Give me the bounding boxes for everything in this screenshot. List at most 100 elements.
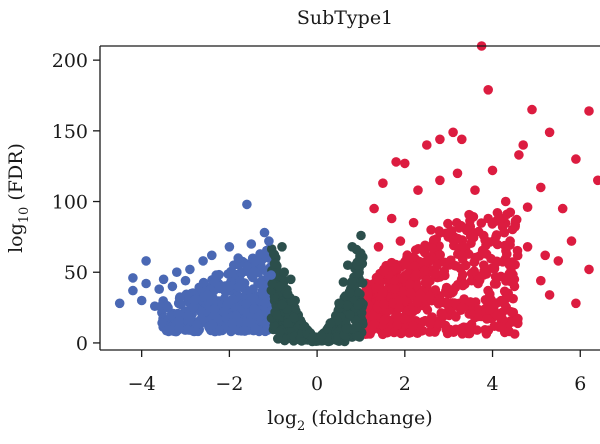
point-upregulated xyxy=(391,157,401,167)
point-downregulated xyxy=(207,250,217,261)
point-not-significant xyxy=(316,331,327,341)
point-upregulated xyxy=(434,226,445,236)
point-upregulated xyxy=(465,308,476,319)
point-downregulated xyxy=(167,281,178,292)
point-downregulated xyxy=(174,323,184,334)
point-upregulated xyxy=(522,202,533,212)
point-upregulated xyxy=(482,314,492,324)
point-upregulated xyxy=(456,220,466,231)
point-downregulated xyxy=(207,319,218,330)
point-upregulated xyxy=(368,310,378,321)
point-downregulated xyxy=(231,310,241,321)
point-upregulated xyxy=(506,307,516,317)
point-upregulated xyxy=(505,207,516,218)
point-upregulated xyxy=(408,217,419,228)
point-downregulated xyxy=(172,267,182,278)
point-upregulated xyxy=(405,288,416,298)
point-upregulated xyxy=(483,325,494,336)
point-not-significant xyxy=(351,244,362,255)
point-not-significant xyxy=(286,274,296,285)
x-tick-label: 0 xyxy=(311,373,323,395)
point-upregulated xyxy=(395,236,406,246)
point-downregulated xyxy=(176,299,186,310)
point-downregulated xyxy=(136,295,147,306)
point-not-significant xyxy=(274,327,285,337)
point-upregulated xyxy=(405,279,415,290)
point-upregulated xyxy=(470,185,480,195)
point-upregulated xyxy=(457,270,468,280)
point-upregulated xyxy=(422,275,432,285)
point-downregulated xyxy=(255,249,265,259)
point-upregulated xyxy=(457,134,467,145)
point-downregulated xyxy=(225,281,235,292)
y-axis-title-prefix: log xyxy=(5,223,27,253)
point-upregulated xyxy=(514,150,524,160)
point-upregulated xyxy=(417,244,428,255)
point-upregulated xyxy=(461,260,471,271)
point-upregulated xyxy=(409,261,420,271)
point-downregulated xyxy=(245,317,256,328)
point-downregulated xyxy=(180,275,191,286)
point-upregulated xyxy=(490,271,501,282)
point-upregulated xyxy=(435,250,446,260)
point-upregulated xyxy=(479,260,489,271)
x-tick-label: 6 xyxy=(574,373,586,395)
point-upregulated xyxy=(415,289,425,300)
point-upregulated xyxy=(448,127,458,138)
point-upregulated xyxy=(436,308,447,318)
point-upregulated xyxy=(512,245,523,256)
point-not-significant xyxy=(274,281,285,292)
y-tick-label: 0 xyxy=(76,333,88,355)
point-upregulated xyxy=(389,327,399,338)
point-upregulated xyxy=(427,312,438,322)
point-upregulated xyxy=(369,203,379,214)
y-axis-title: log10 (FDR) xyxy=(5,143,32,253)
point-upregulated xyxy=(504,326,514,337)
point-upregulated xyxy=(505,236,515,246)
point-upregulated xyxy=(399,314,410,324)
point-upregulated xyxy=(443,227,454,238)
point-downregulated xyxy=(238,325,249,336)
chart-title: SubType1 xyxy=(297,7,393,29)
point-not-significant xyxy=(325,318,336,328)
point-upregulated xyxy=(408,321,418,331)
point-downregulated xyxy=(202,290,213,300)
point-not-significant xyxy=(299,321,309,331)
point-upregulated xyxy=(496,322,507,332)
x-axis-ticks: −4 −2 0 2 4 6 xyxy=(128,350,586,395)
point-upregulated xyxy=(456,302,467,313)
point-not-significant xyxy=(343,260,353,271)
point-upregulated xyxy=(457,329,468,339)
point-downregulated xyxy=(229,260,239,271)
point-downregulated xyxy=(233,253,243,263)
point-not-significant xyxy=(268,249,279,259)
point-upregulated xyxy=(544,127,555,138)
y-tick-label: 100 xyxy=(52,192,88,214)
point-upregulated xyxy=(422,140,432,150)
point-upregulated xyxy=(496,295,507,306)
point-upregulated xyxy=(379,315,390,325)
point-upregulated xyxy=(404,328,414,338)
point-upregulated xyxy=(457,250,467,261)
point-downregulated xyxy=(185,264,195,275)
point-downregulated xyxy=(157,318,167,328)
point-upregulated xyxy=(499,286,510,297)
point-upregulated xyxy=(463,322,474,332)
point-upregulated xyxy=(373,242,384,252)
point-upregulated xyxy=(472,325,482,335)
point-upregulated xyxy=(476,218,487,228)
point-upregulated xyxy=(400,158,410,169)
point-downregulated xyxy=(264,236,274,246)
point-downregulated xyxy=(246,239,257,249)
point-upregulated xyxy=(491,230,502,240)
point-downregulated xyxy=(150,301,160,312)
point-downregulated xyxy=(198,256,208,266)
y-tick-label: 50 xyxy=(64,262,88,284)
point-not-significant xyxy=(345,287,355,298)
point-downregulated xyxy=(189,295,200,306)
point-upregulated xyxy=(441,324,452,335)
point-downregulated xyxy=(141,256,151,266)
point-not-significant xyxy=(341,323,352,334)
point-upregulated xyxy=(411,269,422,279)
